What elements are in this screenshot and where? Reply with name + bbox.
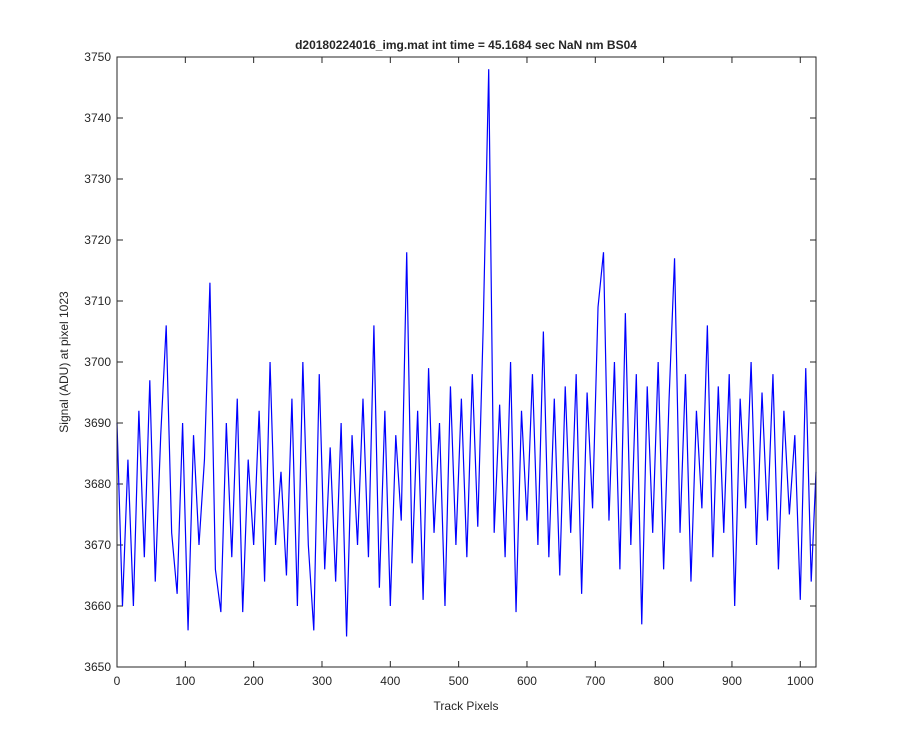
- plot-area: [117, 57, 816, 667]
- x-tick-label: 100: [175, 674, 195, 688]
- x-tick-label: 300: [312, 674, 332, 688]
- x-axis-label: Track Pixels: [434, 699, 499, 713]
- x-tick-label: 600: [517, 674, 537, 688]
- y-tick-label: 3660: [84, 599, 111, 613]
- y-tick-label: 3740: [84, 111, 111, 125]
- y-tick-label: 3710: [84, 294, 111, 308]
- x-tick-label: 400: [380, 674, 400, 688]
- y-tick-label: 3720: [84, 233, 111, 247]
- x-tick-label: 700: [585, 674, 605, 688]
- chart-title: d20180224016_img.mat int time = 45.1684 …: [295, 38, 637, 52]
- y-tick-label: 3750: [84, 50, 111, 64]
- y-tick-label: 3700: [84, 355, 111, 369]
- data-line: [116, 69, 817, 637]
- x-tick-label: 200: [244, 674, 264, 688]
- y-tick-label: 3650: [84, 660, 111, 674]
- y-axis-label: Signal (ADU) at pixel 1023: [57, 291, 71, 433]
- x-tick-label: 1000: [787, 674, 814, 688]
- y-tick-label: 3730: [84, 172, 111, 186]
- x-tick-label: 500: [449, 674, 469, 688]
- x-tick-label: 0: [114, 674, 121, 688]
- y-tick-label: 3670: [84, 538, 111, 552]
- axes-box: [116, 56, 817, 668]
- y-tick-label: 3680: [84, 477, 111, 491]
- x-tick-label: 900: [722, 674, 742, 688]
- y-tick-label: 3690: [84, 416, 111, 430]
- x-tick-label: 800: [654, 674, 674, 688]
